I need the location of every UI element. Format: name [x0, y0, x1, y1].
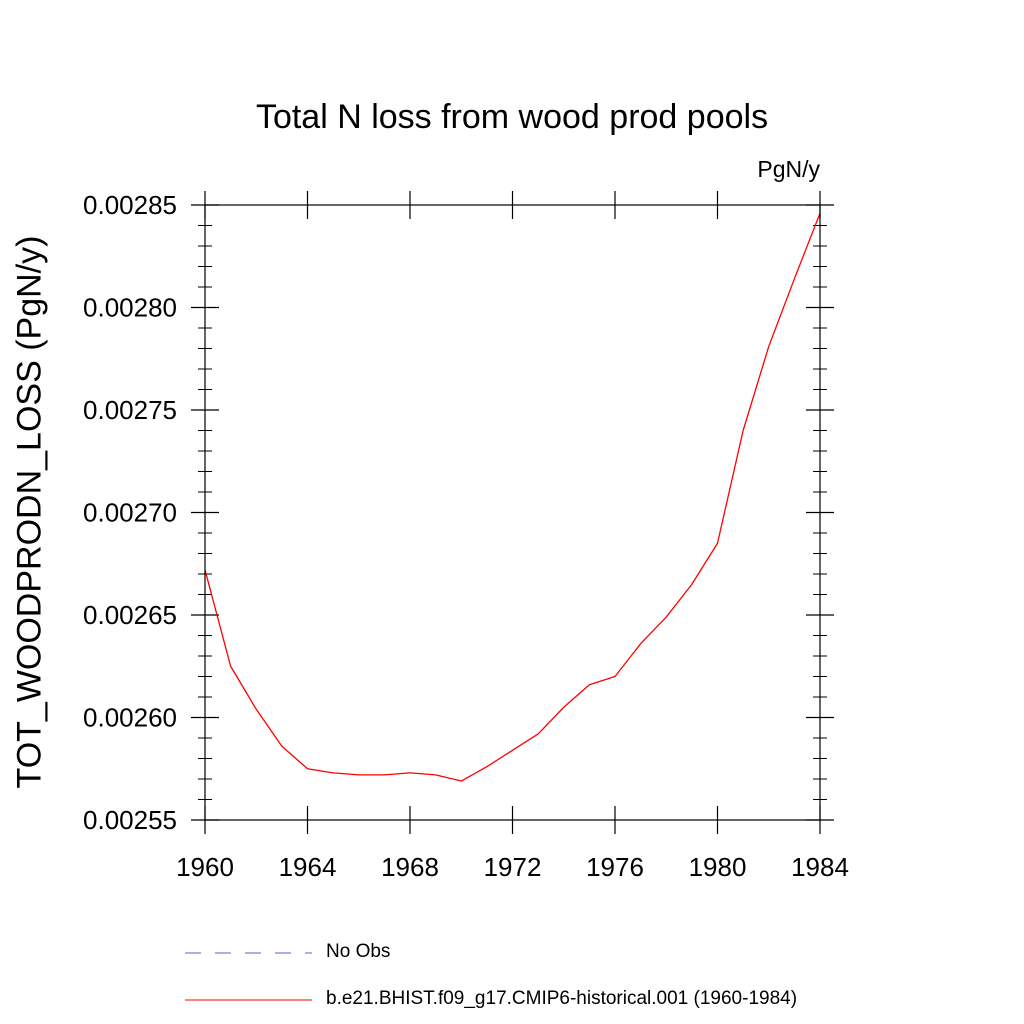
legend-label: b.e21.BHIST.f09_g17.CMIP6-historical.001…: [326, 988, 798, 1009]
x-tick-label: 1964: [279, 852, 337, 882]
series-layer: [204, 212, 821, 782]
axis-ticks: [191, 191, 834, 834]
y-tick-label: 0.00265: [83, 600, 177, 630]
legend-label: No Obs: [326, 941, 391, 962]
x-tick-label: 1980: [689, 852, 747, 882]
y-tick-label: 0.00260: [83, 703, 177, 733]
x-tick-label: 1968: [381, 852, 439, 882]
legend: [185, 952, 312, 1001]
units-label: PgN/y: [757, 156, 820, 182]
y-tick-label: 0.00285: [83, 190, 177, 220]
y-tick-label: 0.00280: [83, 293, 177, 323]
x-tick-label: 1976: [586, 852, 644, 882]
x-tick-label: 1984: [791, 852, 849, 882]
x-tick-label: 1960: [176, 852, 234, 882]
y-tick-label: 0.00275: [83, 395, 177, 425]
y-tick-label: 0.00255: [83, 805, 177, 835]
plot-frame: [204, 204, 821, 821]
series-line: [204, 212, 821, 782]
tick-labels: 1960 1964 1968 1972 1976 1980 1984 0.00255 0.002…: [83, 190, 849, 882]
chart-title: Total N loss from wood prod pools: [255, 98, 769, 136]
y-tick-label: 0.00270: [83, 498, 177, 528]
x-tick-label: 1972: [484, 852, 542, 882]
